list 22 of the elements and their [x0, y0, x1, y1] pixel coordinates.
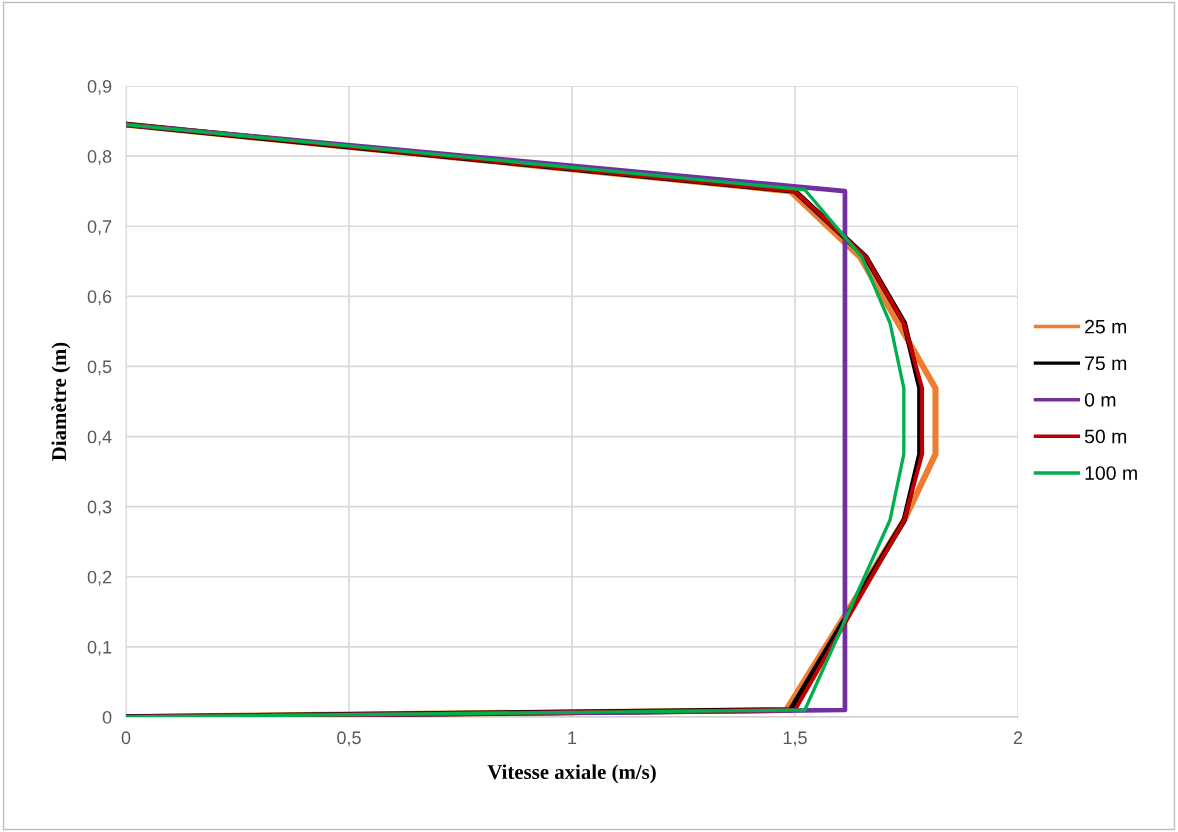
y-tick-label: 0,6: [87, 290, 112, 306]
x-axis-title: Vitesse axiale (m/s): [487, 764, 656, 784]
legend-label: 0 m: [1084, 392, 1116, 407]
y-tick-label: 0,9: [87, 79, 112, 95]
y-tick-label: 0,8: [87, 150, 112, 165]
y-tick-label: 0,3: [87, 500, 112, 516]
y-tick-label: 0,1: [87, 640, 112, 656]
y-tick-label: 0: [102, 710, 112, 724]
y-tick-label: 0,7: [87, 220, 112, 236]
legend-label: 100 m: [1085, 466, 1137, 480]
x-tick-label: 2: [1013, 731, 1023, 744]
y-tick-label: 0,4: [87, 430, 112, 446]
y-tick-label: 0,2: [87, 570, 112, 586]
legend-label: 50 m: [1084, 429, 1127, 444]
x-tick-label: 0,5: [337, 731, 361, 747]
y-tick-label: 0,5: [87, 360, 112, 376]
x-tick-label: 1,5: [783, 731, 807, 747]
y-axis-title: Diamètre (m): [51, 342, 71, 461]
x-tick-label: 0: [121, 731, 131, 745]
x-tick-label: 1: [568, 731, 577, 744]
legend-label: 75 m: [1085, 356, 1127, 371]
legend-label: 25 m: [1085, 319, 1127, 334]
